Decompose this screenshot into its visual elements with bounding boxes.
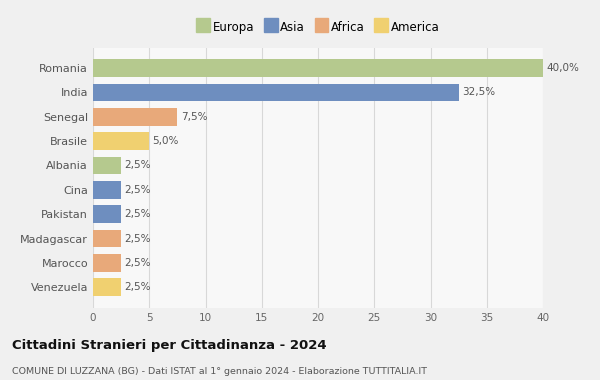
- Bar: [93, 132, 149, 150]
- Bar: [93, 254, 121, 272]
- Text: 2,5%: 2,5%: [125, 185, 151, 195]
- Text: Cittadini Stranieri per Cittadinanza - 2024: Cittadini Stranieri per Cittadinanza - 2…: [12, 339, 326, 352]
- Bar: [93, 230, 121, 247]
- Bar: [93, 157, 121, 174]
- Bar: [93, 84, 458, 101]
- Bar: [93, 181, 121, 199]
- Text: 2,5%: 2,5%: [125, 258, 151, 268]
- Text: 40,0%: 40,0%: [547, 63, 579, 73]
- Text: COMUNE DI LUZZANA (BG) - Dati ISTAT al 1° gennaio 2024 - Elaborazione TUTTITALIA: COMUNE DI LUZZANA (BG) - Dati ISTAT al 1…: [12, 367, 427, 376]
- Text: 32,5%: 32,5%: [462, 87, 495, 97]
- Text: 5,0%: 5,0%: [152, 136, 179, 146]
- Bar: [93, 279, 121, 296]
- Text: 2,5%: 2,5%: [125, 160, 151, 171]
- Bar: [93, 108, 178, 125]
- Legend: Europa, Asia, Africa, America: Europa, Asia, Africa, America: [193, 17, 443, 37]
- Text: 7,5%: 7,5%: [181, 112, 207, 122]
- Text: 2,5%: 2,5%: [125, 234, 151, 244]
- Text: 2,5%: 2,5%: [125, 282, 151, 292]
- Bar: [93, 206, 121, 223]
- Bar: [93, 59, 543, 77]
- Text: 2,5%: 2,5%: [125, 209, 151, 219]
